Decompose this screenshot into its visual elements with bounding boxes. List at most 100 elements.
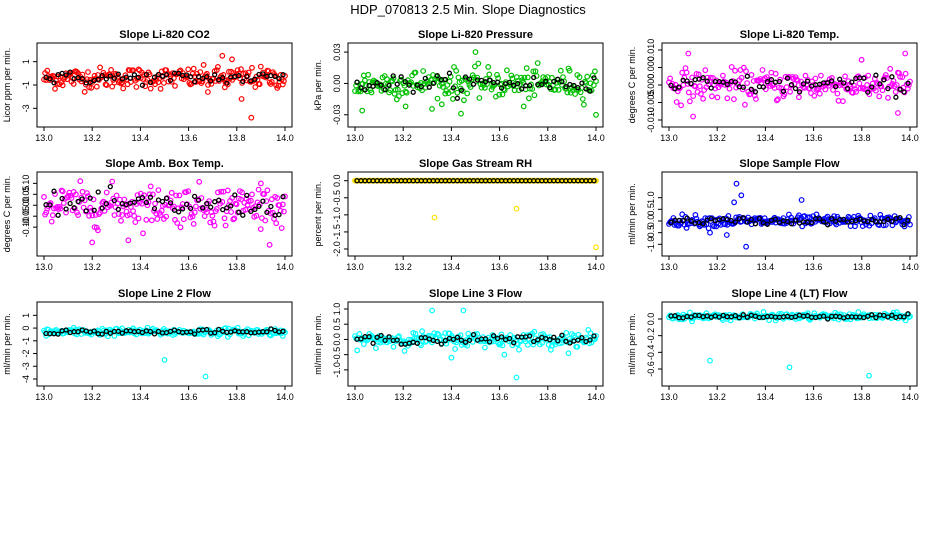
reference-point xyxy=(187,329,194,335)
reference-point xyxy=(825,316,831,322)
reference-point xyxy=(414,340,420,346)
x-tick-label: 13.0 xyxy=(346,133,364,143)
series-point xyxy=(822,86,829,93)
plot-frame xyxy=(661,171,918,257)
x-tick-label: 13.6 xyxy=(805,262,823,272)
reference-point xyxy=(486,77,493,83)
series-point xyxy=(685,89,692,96)
series-point xyxy=(180,216,187,223)
reference-point xyxy=(800,81,807,87)
series-point xyxy=(185,66,192,73)
series-point xyxy=(904,85,911,92)
reference-point xyxy=(591,178,597,184)
reference-point xyxy=(583,86,589,92)
x-tick-label: 13.8 xyxy=(228,133,246,143)
reference-point xyxy=(804,78,811,84)
reference-point xyxy=(732,312,738,319)
reference-point xyxy=(547,85,553,91)
series-point xyxy=(273,220,280,227)
series-point xyxy=(368,89,375,96)
reference-point xyxy=(111,197,117,204)
series-point xyxy=(97,64,103,71)
reference-point xyxy=(47,202,53,208)
series-point xyxy=(147,85,154,92)
y-tick-label: -1.0 xyxy=(646,237,656,253)
series-point xyxy=(365,71,372,78)
x-tick-label: 13.4 xyxy=(132,392,150,402)
reference-point xyxy=(119,76,125,82)
reference-point xyxy=(873,72,879,78)
series-point xyxy=(59,188,66,195)
y-tick-label: -0.5 xyxy=(332,347,342,363)
y-tick-label: -2 xyxy=(21,350,31,358)
x-tick-label: 13.8 xyxy=(539,392,557,402)
series-point xyxy=(177,224,184,231)
series-point xyxy=(816,90,823,97)
y-tick-label: 0.000 xyxy=(646,56,656,79)
series-point xyxy=(390,343,397,350)
series-point xyxy=(461,97,467,104)
series-point xyxy=(185,188,192,195)
series-point xyxy=(667,75,673,82)
x-tick-label: 13.6 xyxy=(491,262,509,272)
series-point xyxy=(696,83,703,90)
series-point xyxy=(728,64,735,70)
series-point xyxy=(710,222,716,228)
series-point xyxy=(257,226,264,233)
series-point xyxy=(856,80,863,87)
series-point xyxy=(278,225,285,232)
reference-point xyxy=(454,95,461,101)
reference-point xyxy=(107,73,113,79)
series-point xyxy=(255,186,262,193)
series-point xyxy=(566,67,573,74)
reference-point xyxy=(216,197,222,203)
series-point xyxy=(787,88,793,95)
reference-point xyxy=(67,69,73,75)
x-tick-label: 14.0 xyxy=(276,133,294,143)
reference-point xyxy=(167,200,174,206)
y-tick-label: -1.0 xyxy=(332,362,342,378)
reference-point xyxy=(901,221,907,228)
series-point xyxy=(203,70,210,77)
outlier-point xyxy=(125,237,132,244)
reference-point xyxy=(362,87,368,93)
reference-point xyxy=(833,83,839,90)
series-point xyxy=(494,71,500,78)
series-point xyxy=(796,94,802,101)
reference-point xyxy=(756,215,763,222)
reference-point xyxy=(732,79,738,85)
series-point xyxy=(773,97,780,104)
reference-point xyxy=(748,216,754,223)
reference-point xyxy=(236,73,242,79)
reference-point xyxy=(422,75,428,82)
reference-point xyxy=(79,76,85,82)
reference-point xyxy=(506,335,513,342)
y-axis-label: ml/min per min. xyxy=(313,313,323,375)
series-point xyxy=(168,189,175,196)
reference-point xyxy=(768,76,775,83)
y-tick-label: 0.00 xyxy=(332,75,342,93)
series-point xyxy=(738,74,745,81)
outlier-point xyxy=(685,50,692,57)
series-point xyxy=(683,224,690,231)
y-tick-label: -0.4 xyxy=(646,345,656,361)
series-point xyxy=(231,215,238,222)
series-point xyxy=(592,336,598,343)
series-point xyxy=(120,85,127,92)
series-point xyxy=(698,90,704,97)
series-point xyxy=(131,212,138,219)
series-point xyxy=(257,63,264,70)
reference-point xyxy=(829,216,835,222)
reference-point xyxy=(700,75,706,81)
reference-point xyxy=(139,194,146,201)
series-point xyxy=(690,93,697,99)
series-point xyxy=(152,200,159,207)
reference-point xyxy=(825,222,831,228)
x-tick-label: 13.6 xyxy=(491,133,509,143)
series-point xyxy=(842,73,848,80)
outlier-point xyxy=(429,307,436,314)
series-point xyxy=(146,191,153,198)
series-point xyxy=(465,330,472,337)
series-point xyxy=(772,70,779,77)
series-point xyxy=(464,90,471,97)
